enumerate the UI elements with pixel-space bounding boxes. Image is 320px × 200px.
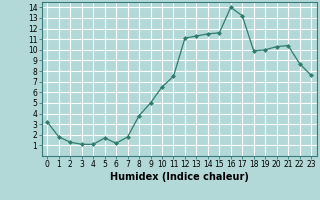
X-axis label: Humidex (Indice chaleur): Humidex (Indice chaleur) bbox=[110, 172, 249, 182]
